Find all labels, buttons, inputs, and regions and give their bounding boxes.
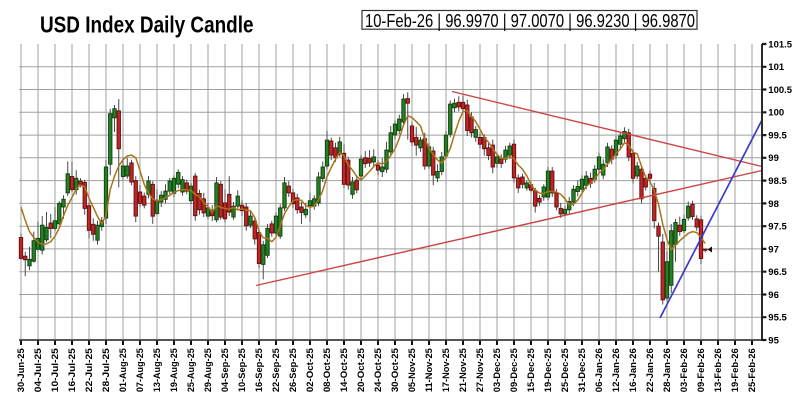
- svg-text:22-Jan-26: 22-Jan-26: [645, 348, 655, 392]
- svg-text:14-Oct-25: 14-Oct-25: [339, 348, 349, 392]
- svg-text:17-Nov-25: 17-Nov-25: [441, 348, 451, 392]
- svg-text:05-Nov-25: 05-Nov-25: [407, 348, 417, 392]
- svg-text:09-Dec-25: 09-Dec-25: [509, 348, 519, 392]
- svg-text:02-Oct-25: 02-Oct-25: [305, 348, 315, 392]
- svg-text:09-Feb-26: 09-Feb-26: [696, 348, 706, 392]
- svg-text:22-Sep-25: 22-Sep-25: [271, 348, 281, 392]
- svg-text:15-Dec-25: 15-Dec-25: [526, 348, 536, 392]
- svg-text:26-Sep-25: 26-Sep-25: [288, 348, 298, 392]
- svg-text:13-Aug-25: 13-Aug-25: [152, 348, 162, 392]
- svg-text:07-Aug-25: 07-Aug-25: [135, 348, 145, 392]
- svg-text:11-Nov-25: 11-Nov-25: [424, 348, 434, 392]
- svg-text:31-Dec-25: 31-Dec-25: [577, 348, 587, 392]
- svg-text:08-Oct-25: 08-Oct-25: [322, 348, 332, 392]
- svg-text:12-Jan-26: 12-Jan-26: [611, 348, 621, 392]
- svg-text:01-Aug-25: 01-Aug-25: [118, 348, 128, 392]
- svg-text:100: 100: [768, 108, 784, 119]
- svg-text:04-Sep-25: 04-Sep-25: [220, 348, 230, 392]
- svg-text:95: 95: [768, 335, 779, 346]
- svg-text:30-Jun-25: 30-Jun-25: [16, 348, 26, 392]
- svg-text:19-Aug-25: 19-Aug-25: [169, 348, 179, 392]
- svg-text:16-Jul-25: 16-Jul-25: [67, 348, 77, 392]
- svg-text:19-Dec-25: 19-Dec-25: [543, 348, 553, 392]
- svg-text:27-Nov-25: 27-Nov-25: [475, 348, 485, 392]
- svg-text:97.5: 97.5: [768, 222, 787, 233]
- svg-text:25-Dec-25: 25-Dec-25: [560, 348, 570, 392]
- svg-text:19-Feb-26: 19-Feb-26: [730, 348, 740, 392]
- svg-text:06-Jan-26: 06-Jan-26: [594, 348, 604, 392]
- svg-text:24-Oct-25: 24-Oct-25: [373, 348, 383, 392]
- svg-text:96.5: 96.5: [768, 267, 787, 278]
- svg-text:30-Oct-25: 30-Oct-25: [390, 348, 400, 392]
- svg-text:16-Jan-26: 16-Jan-26: [628, 348, 638, 392]
- svg-text:10-Sep-25: 10-Sep-25: [237, 348, 247, 392]
- svg-text:98: 98: [768, 199, 779, 210]
- svg-text:101: 101: [768, 62, 785, 73]
- svg-text:22-Jul-25: 22-Jul-25: [84, 348, 94, 392]
- svg-text:28-Jul-25: 28-Jul-25: [101, 348, 111, 392]
- svg-text:25-Feb-26: 25-Feb-26: [747, 348, 757, 392]
- svg-text:96: 96: [768, 290, 779, 301]
- svg-text:16-Sep-25: 16-Sep-25: [254, 348, 264, 392]
- svg-text:99.5: 99.5: [768, 131, 787, 142]
- svg-text:03-Dec-25: 03-Dec-25: [492, 348, 502, 392]
- svg-text:99: 99: [768, 153, 779, 164]
- svg-text:USD Index Daily Candle: USD Index Daily Candle: [40, 12, 254, 38]
- svg-text:100.5: 100.5: [768, 85, 792, 96]
- svg-text:101.5: 101.5: [768, 39, 792, 50]
- svg-text:95.5: 95.5: [768, 313, 787, 324]
- svg-text:21-Nov-25: 21-Nov-25: [458, 348, 468, 392]
- svg-text:28-Jan-26: 28-Jan-26: [662, 348, 672, 392]
- svg-text:20-Oct-25: 20-Oct-25: [356, 348, 366, 392]
- svg-text:25-Aug-25: 25-Aug-25: [186, 348, 196, 392]
- svg-text:98.5: 98.5: [768, 176, 787, 187]
- svg-text:29-Aug-25: 29-Aug-25: [203, 348, 213, 392]
- svg-text:13-Feb-26: 13-Feb-26: [713, 348, 723, 392]
- svg-text:10-Jul-25: 10-Jul-25: [50, 348, 60, 392]
- svg-text:97: 97: [768, 244, 779, 255]
- svg-text:03-Feb-26: 03-Feb-26: [679, 348, 689, 392]
- svg-text:10-Feb-26 | 96.9970 | 97.0070: 10-Feb-26 | 96.9970 | 97.0070 | 96.9230 …: [365, 10, 695, 31]
- svg-text:04-Jul-25: 04-Jul-25: [33, 348, 43, 392]
